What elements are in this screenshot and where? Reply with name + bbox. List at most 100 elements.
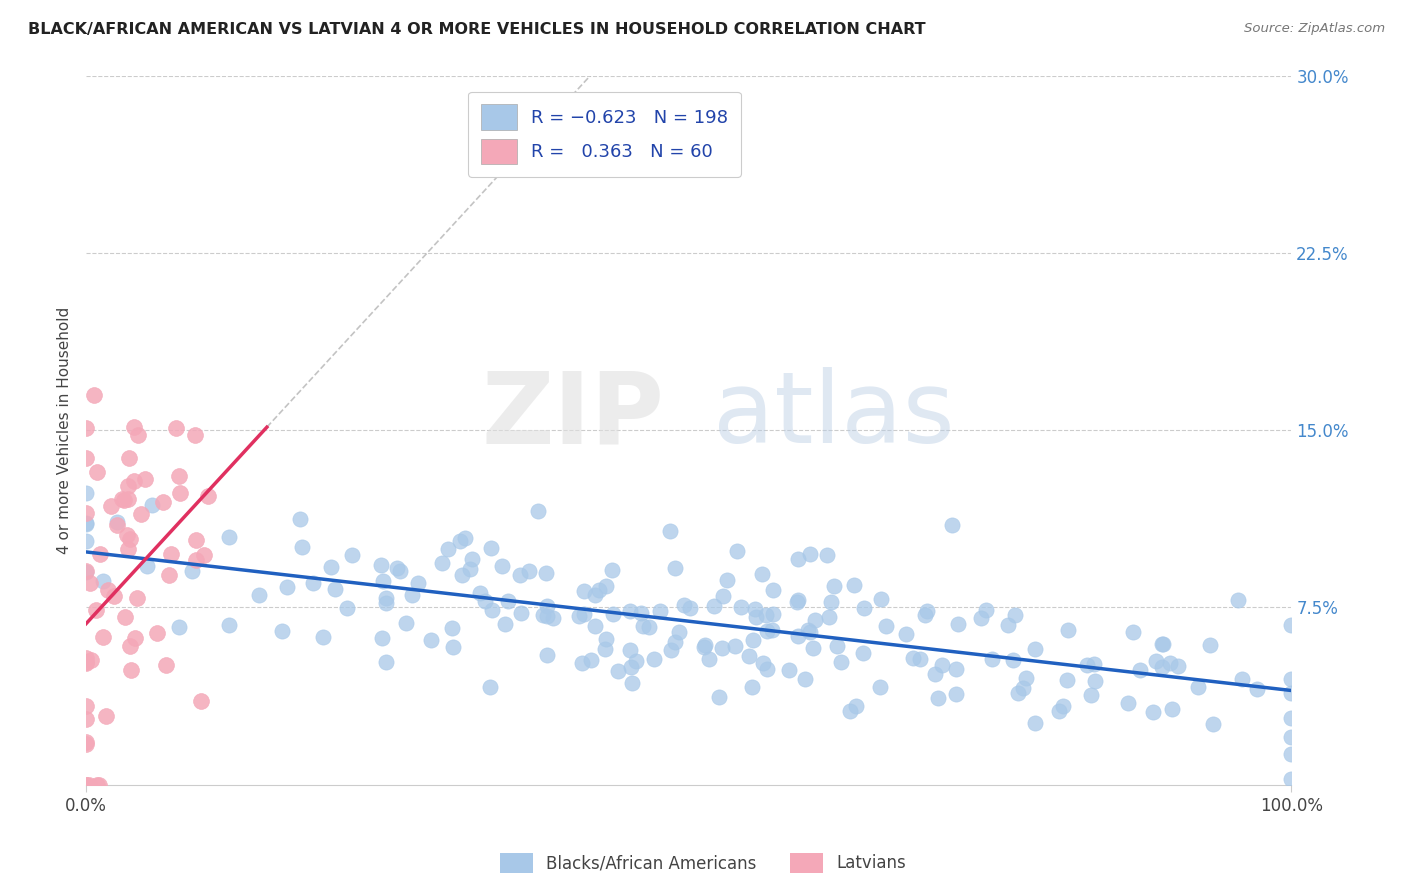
Point	[184, 428, 207, 442]
Point	[1279, 711, 1302, 725]
Point	[619, 642, 641, 657]
Point	[1167, 658, 1189, 673]
Point	[842, 578, 865, 592]
Point	[481, 603, 503, 617]
Point	[571, 656, 593, 670]
Point	[869, 680, 891, 694]
Point	[1052, 699, 1074, 714]
Point	[127, 428, 149, 442]
Point	[458, 562, 481, 576]
Point	[494, 617, 516, 632]
Point	[302, 575, 325, 590]
Text: ZIP: ZIP	[482, 368, 665, 465]
Point	[454, 531, 477, 545]
Point	[75, 564, 97, 578]
Point	[852, 600, 875, 615]
Point	[1007, 686, 1029, 700]
Point	[593, 641, 616, 656]
Point	[87, 778, 110, 792]
Point	[1015, 671, 1038, 685]
Point	[77, 778, 100, 792]
Point	[1279, 747, 1302, 761]
Point	[778, 663, 800, 677]
Point	[531, 608, 554, 623]
Point	[419, 633, 441, 648]
Point	[572, 607, 595, 621]
Point	[536, 566, 558, 581]
Point	[595, 632, 617, 647]
Point	[945, 687, 967, 701]
Point	[479, 541, 502, 555]
Point	[181, 565, 204, 579]
Point	[794, 672, 817, 686]
Point	[659, 643, 682, 657]
Point	[693, 640, 716, 654]
Point	[75, 506, 97, 520]
Point	[436, 541, 458, 556]
Point	[869, 592, 891, 607]
Point	[75, 650, 97, 665]
Point	[745, 609, 768, 624]
Point	[1159, 656, 1181, 670]
Point	[568, 609, 591, 624]
Point	[664, 561, 686, 575]
Point	[193, 548, 215, 562]
Point	[1246, 682, 1268, 697]
Point	[517, 565, 540, 579]
Point	[755, 607, 778, 622]
Point	[1047, 704, 1070, 718]
Point	[127, 591, 149, 605]
Point	[1129, 663, 1152, 677]
Point	[845, 699, 868, 714]
Point	[1122, 625, 1144, 640]
Point	[129, 507, 152, 521]
Point	[1004, 608, 1026, 623]
Point	[75, 420, 97, 434]
Point	[105, 515, 128, 529]
Point	[527, 504, 550, 518]
Text: Source: ZipAtlas.com: Source: ZipAtlas.com	[1244, 22, 1385, 36]
Point	[620, 675, 643, 690]
Point	[247, 588, 270, 602]
Point	[761, 623, 783, 637]
Point	[1142, 705, 1164, 719]
Point	[509, 568, 531, 582]
Point	[1002, 653, 1025, 667]
Point	[79, 576, 101, 591]
Point	[430, 556, 453, 570]
Point	[375, 656, 398, 670]
Point	[75, 655, 97, 669]
Point	[141, 499, 163, 513]
Point	[117, 542, 139, 557]
Point	[818, 609, 841, 624]
Point	[839, 704, 862, 718]
Point	[75, 516, 97, 531]
Point	[509, 607, 531, 621]
Point	[312, 630, 335, 644]
Point	[815, 548, 838, 562]
Point	[1187, 680, 1209, 694]
Point	[75, 533, 97, 548]
Point	[1230, 673, 1253, 687]
Point	[218, 530, 240, 544]
Point	[122, 420, 145, 434]
Point	[602, 607, 624, 621]
Point	[96, 709, 118, 723]
Point	[218, 618, 240, 632]
Point	[658, 524, 681, 538]
Point	[600, 562, 623, 576]
Point	[1202, 717, 1225, 731]
Point	[664, 635, 686, 649]
Point	[695, 638, 717, 652]
Point	[1153, 637, 1175, 651]
Point	[112, 493, 135, 508]
Point	[931, 658, 953, 673]
Point	[725, 544, 748, 558]
Point	[197, 489, 219, 503]
Point	[75, 656, 97, 670]
Point	[974, 603, 997, 617]
Point	[75, 778, 97, 792]
Point	[276, 580, 298, 594]
Point	[155, 657, 177, 672]
Point	[668, 625, 690, 640]
